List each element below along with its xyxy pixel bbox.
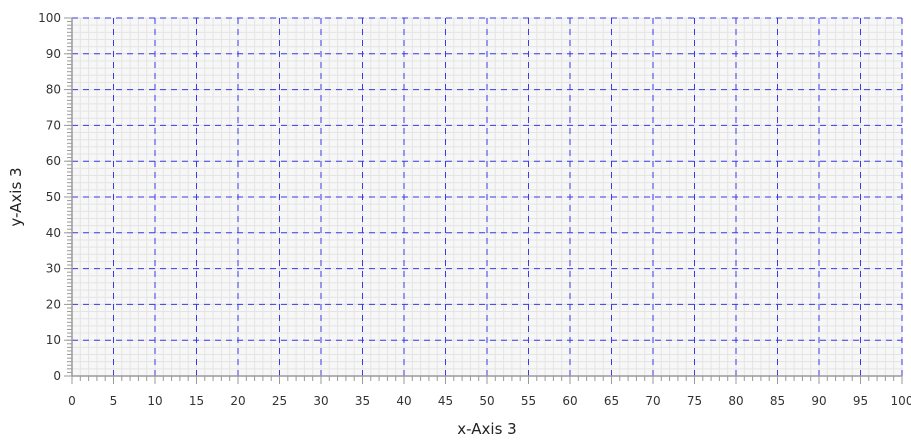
x-tick-label: 80	[728, 394, 743, 408]
x-tick-label: 25	[272, 394, 287, 408]
x-tick-label: 5	[110, 394, 118, 408]
x-tick-label: 60	[562, 394, 577, 408]
y-tick-label: 50	[46, 190, 61, 204]
x-ticks: 0 5 10 15 20 25 30 35 40 45 50 55 60 65 70 75 80 85 90 95 10…	[68, 376, 911, 408]
y-tick-label: 60	[46, 154, 61, 168]
x-tick-label: 15	[189, 394, 204, 408]
y-tick-label: 70	[46, 118, 61, 132]
x-tick-label: 10	[147, 394, 162, 408]
x-tick-label: 70	[645, 394, 660, 408]
y-tick-label: 80	[46, 83, 61, 97]
x-tick-label: 20	[230, 394, 245, 408]
x-tick-label: 100	[891, 394, 911, 408]
x-axis-title: x-Axis 3	[457, 420, 516, 438]
y-tick-label: 30	[46, 262, 61, 276]
y-tick-label: 0	[53, 369, 61, 383]
y-tick-label: 20	[46, 297, 61, 311]
x-tick-label: 75	[687, 394, 702, 408]
x-tick-label: 90	[811, 394, 826, 408]
y-tick-label: 10	[46, 333, 61, 347]
y-tick-label: 40	[46, 226, 61, 240]
x-tick-label: 85	[770, 394, 785, 408]
x-tick-label: 55	[521, 394, 536, 408]
y-tick-label: 100	[38, 11, 61, 25]
y-axis-title: y-Axis 3	[7, 167, 25, 226]
x-tick-label: 45	[438, 394, 453, 408]
major-grid	[71, 17, 903, 377]
x-tick-label: 35	[355, 394, 370, 408]
y-ticks: 0 10 20 30 40 50 60 70 80 90 100	[38, 11, 72, 383]
x-tick-label: 50	[479, 394, 494, 408]
x-tick-label: 95	[853, 394, 868, 408]
y-tick-label: 90	[46, 47, 61, 61]
x-tick-label: 30	[313, 394, 328, 408]
x-tick-label: 40	[396, 394, 411, 408]
x-tick-label: 65	[604, 394, 619, 408]
x-tick-label: 0	[68, 394, 76, 408]
